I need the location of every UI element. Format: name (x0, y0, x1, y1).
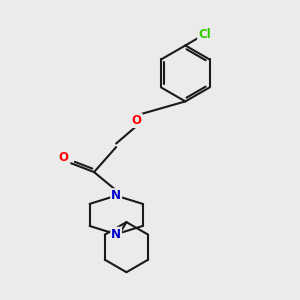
Text: N: N (111, 228, 121, 241)
Text: O: O (58, 151, 68, 164)
Text: Cl: Cl (198, 28, 211, 41)
Text: O: O (132, 114, 142, 127)
Text: N: N (111, 189, 121, 202)
